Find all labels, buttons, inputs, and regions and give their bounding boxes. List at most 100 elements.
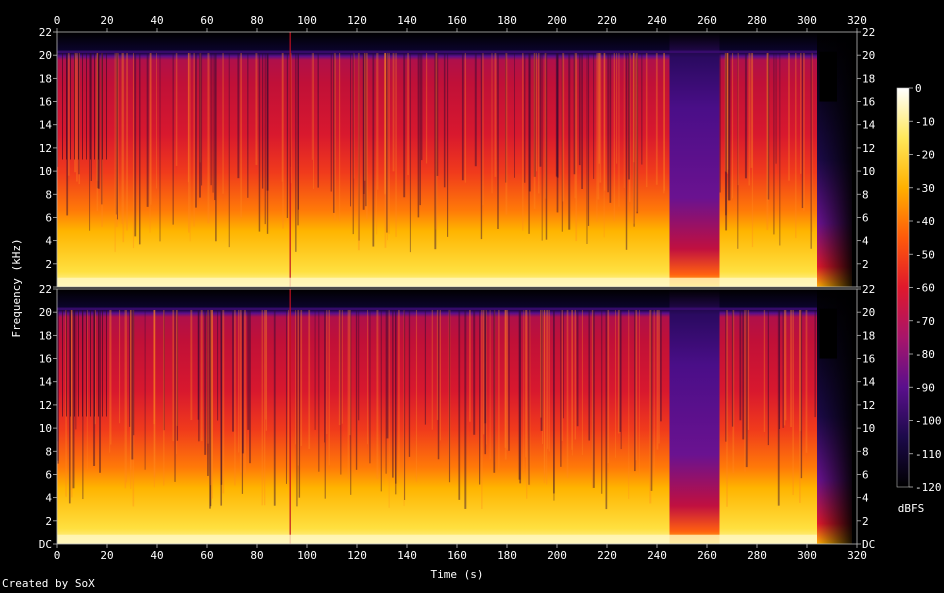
texture-streak — [561, 309, 563, 441]
y-tick-label-right: 6 — [862, 468, 869, 481]
x-tick-label-bottom: 220 — [597, 549, 617, 562]
texture-streak — [728, 52, 731, 201]
texture-streak — [197, 309, 200, 420]
texture-streak — [484, 309, 487, 424]
texture-streak — [366, 52, 368, 219]
texture-streak — [380, 309, 382, 492]
x-tick-label-top: 220 — [597, 14, 617, 27]
texture-streak — [384, 52, 387, 195]
texture-streak — [553, 309, 555, 501]
texture-streak — [386, 52, 388, 233]
texture-streak — [739, 309, 742, 421]
texture-streak — [751, 52, 754, 248]
texture-streak — [811, 52, 813, 232]
texture-streak — [586, 52, 588, 244]
texture-streak — [298, 309, 301, 498]
y-tick-label-left: 10 — [39, 422, 52, 435]
texture-streak — [576, 309, 579, 427]
texture-streak — [96, 52, 99, 212]
texture-streak — [505, 52, 508, 215]
texture-streak — [744, 309, 746, 472]
x-tick-label-bottom: 40 — [150, 549, 163, 562]
texture-streak — [149, 52, 151, 233]
texture-streak — [497, 52, 499, 229]
texture-streak — [114, 52, 116, 253]
texture-streak — [130, 309, 132, 489]
texture-streak — [282, 52, 284, 229]
texture-streak — [255, 52, 258, 165]
texture-streak — [285, 309, 288, 484]
texture-streak — [777, 309, 780, 506]
texture-streak — [619, 309, 622, 432]
y-tick-label-left: 22 — [39, 283, 52, 296]
x-tick-label-bottom: 180 — [497, 549, 517, 562]
texture-streak — [814, 309, 816, 418]
texture-streak — [200, 309, 203, 442]
texture-streak — [533, 52, 536, 177]
texture-streak — [588, 309, 591, 441]
texture-streak — [620, 309, 622, 450]
y-tick-label-left: 14 — [39, 119, 53, 132]
texture-streak — [102, 309, 103, 417]
texture-streak — [727, 52, 730, 201]
texture-streak — [66, 309, 67, 417]
cutoff-block — [819, 51, 837, 102]
x-tick-label-bottom: 240 — [647, 549, 667, 562]
texture-streak — [258, 52, 261, 232]
credit-text: Created by SoX — [2, 577, 95, 590]
texture-streak — [156, 52, 157, 189]
x-tick-label-top: 240 — [647, 14, 667, 27]
texture-streak — [363, 52, 365, 194]
texture-streak — [398, 309, 400, 476]
texture-streak — [74, 52, 77, 173]
texture-streak — [725, 52, 727, 216]
colorbar-tick-label: -20 — [915, 149, 935, 162]
y-tick-label-right: 6 — [862, 211, 869, 224]
texture-streak — [174, 309, 176, 482]
texture-streak — [109, 309, 111, 453]
x-tick-label-bottom: 300 — [797, 549, 817, 562]
texture-streak — [784, 309, 787, 421]
texture-streak — [295, 52, 297, 252]
texture-streak — [523, 309, 525, 472]
x-tick-label-bottom: 320 — [847, 549, 867, 562]
texture-streak — [448, 309, 451, 471]
texture-streak — [98, 309, 99, 417]
texture-streak — [395, 309, 397, 484]
texture-streak — [546, 309, 548, 485]
texture-streak — [800, 52, 802, 174]
texture-streak — [132, 309, 135, 507]
colorbar: 0 -10 -20 -30 -40 -50 -60 -70 -80 -90 -100 -110 -120 — [896, 82, 942, 494]
texture-streak — [326, 309, 328, 435]
texture-streak — [435, 52, 438, 230]
texture-streak — [388, 309, 390, 508]
texture-streak — [603, 52, 605, 238]
x-tick-label-top: 160 — [447, 14, 467, 27]
texture-streak — [118, 309, 121, 424]
texture-streak — [57, 309, 59, 442]
texture-streak — [649, 309, 652, 504]
texture-streak — [581, 52, 583, 190]
y-tick-label-left: 2 — [45, 515, 52, 528]
texture-streak — [482, 52, 484, 206]
texture-streak — [403, 52, 406, 198]
texture-streak — [67, 52, 70, 176]
texture-streak — [261, 309, 263, 506]
texture-streak — [86, 309, 87, 417]
texture-streak — [766, 52, 769, 201]
texture-streak — [357, 52, 360, 251]
texture-streak — [790, 309, 793, 428]
texture-streak — [578, 52, 581, 166]
texture-streak — [317, 52, 319, 188]
texture-streak — [204, 309, 207, 455]
texture-streak — [96, 52, 99, 189]
texture-streak — [86, 52, 87, 160]
y-tick-label-left: 6 — [45, 468, 52, 481]
texture-streak — [650, 309, 653, 491]
texture-streak — [74, 309, 75, 417]
texture-streak — [508, 309, 510, 451]
texture-streak — [153, 309, 155, 488]
texture-streak — [623, 52, 625, 189]
y-tick-label-right: 10 — [862, 165, 875, 178]
